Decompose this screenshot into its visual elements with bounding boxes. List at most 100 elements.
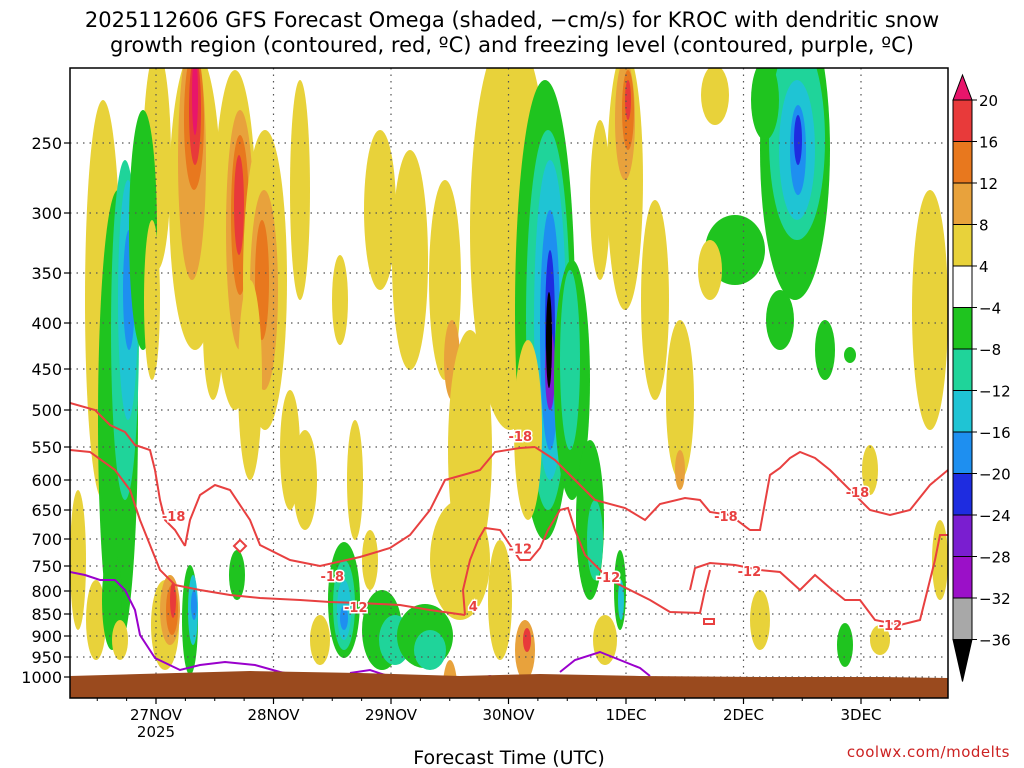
freezing-level-left [70, 571, 301, 677]
colorbar-label-2: 12 [979, 175, 998, 193]
omega-shade-29 [170, 582, 176, 618]
x-tick-label-3DEC: 3DEC [840, 706, 881, 724]
dgz-contour-small [703, 618, 715, 625]
dgz-contour-12-right [689, 534, 948, 627]
omega-shade-76 [590, 120, 610, 280]
omega-shade-5 [70, 490, 86, 630]
colorbar-label-3: 8 [979, 217, 989, 235]
omega-shade-19 [234, 155, 244, 255]
x-tick-label-1DEC: 1DEC [605, 706, 646, 724]
colorbar-top-arrow [952, 73, 973, 101]
y-tick-label-900: 900 [31, 627, 62, 646]
omega-shade-15 [192, 68, 198, 135]
omega-shade-49 [340, 606, 348, 630]
omega-shade-70 [523, 628, 531, 652]
omega-shade-6 [86, 580, 106, 660]
y-tick-label-550: 550 [31, 438, 62, 457]
omega-shade-93 [815, 320, 835, 380]
dgz-contour-loop [232, 538, 248, 554]
y-tick-label-850: 850 [31, 605, 62, 624]
source-credit: coolwx.com/modelts [846, 743, 1010, 761]
dgz-contour-18-mid [184, 446, 536, 568]
y-tick-label-750: 750 [31, 557, 62, 576]
y-axis: 250 300 350 400 450 500 550 600 650 700 750 800 850 9… [21, 134, 70, 687]
y-tick-label-650: 650 [31, 501, 62, 520]
contour-label-8: -12 [738, 565, 762, 580]
contour-label-5: 4 [469, 600, 478, 615]
contour-label-6: -12 [597, 571, 621, 586]
omega-shade-68 [514, 340, 542, 520]
colorbar-label-11: −28 [979, 549, 1011, 567]
y-tick-label-950: 950 [31, 648, 62, 667]
omega-shade-77 [641, 200, 669, 400]
omega-shade-53 [414, 630, 446, 670]
dgz-contour-18-left [70, 402, 186, 547]
y-tick-label-500: 500 [31, 401, 62, 420]
grid-lines [70, 68, 948, 698]
colorbar-bin-13 [952, 597, 973, 640]
omega-shade-81 [618, 580, 624, 620]
omega-shade-91 [751, 68, 779, 140]
y-tick-label-400: 400 [31, 314, 62, 333]
omega-shade-44 [430, 500, 490, 620]
omega-shade-96 [870, 625, 890, 655]
x-axis-year-label: 2025 [137, 723, 175, 741]
colorbar-label-5: −4 [979, 300, 1001, 318]
colorbar-bin-1 [952, 99, 973, 142]
dgz-contour-12-left [70, 449, 466, 616]
x-tick-label-28NOV: 28NOV [247, 706, 300, 724]
omega-shade-38 [347, 420, 363, 540]
omega-shade-23 [203, 260, 223, 400]
omega-shade-55 [362, 530, 378, 590]
contour-label-3: -18 [509, 430, 533, 445]
contour-lines [70, 402, 948, 681]
colorbar-label-6: −8 [979, 341, 1001, 359]
omega-shade-10 [144, 220, 160, 380]
contour-label-1: -18 [321, 570, 345, 585]
x-axis: 27NOV 28NOV 29NOV 30NOV 1DEC 2DEC 3DEC [96, 698, 921, 724]
colorbar-label-4: 4 [979, 258, 989, 276]
x-axis-title: Forecast Time (UTC) [413, 747, 604, 768]
omega-shade-39 [364, 130, 396, 290]
colorbar-bin-2 [952, 141, 973, 184]
omega-shade-100 [862, 445, 878, 495]
y-tick-label-350: 350 [31, 264, 62, 283]
dgz-contour-18-right [534, 446, 948, 531]
colorbar-label-1: 16 [979, 134, 998, 152]
x-tick-label-29NOV: 29NOV [365, 706, 418, 724]
omega-shade-54 [310, 615, 330, 665]
omega-shade-75 [625, 80, 631, 120]
chart-title-line1: 2025112606 GFS Forecast Omega (shaded, −… [84, 8, 940, 32]
contour-label-7: -18 [714, 510, 738, 525]
contour-label-10: -12 [879, 619, 903, 634]
omega-shade-94 [844, 347, 856, 363]
omega-shade-78 [666, 320, 694, 480]
colorbar-bin-6 [952, 307, 973, 350]
omega-shade-97 [837, 623, 853, 667]
colorbar-label-7: −12 [979, 383, 1011, 401]
contour-label-0: -18 [162, 510, 186, 525]
omega-shade-92 [766, 290, 794, 350]
colorbar-label-10: −24 [979, 507, 1011, 525]
colorbar-label-9: −20 [979, 466, 1011, 484]
x-tick-label-30NOV: 30NOV [482, 706, 535, 724]
dgz-contour-12-mid [461, 506, 711, 616]
omega-shade-95 [912, 190, 948, 430]
y-tick-label-300: 300 [31, 204, 62, 223]
colorbar-bin-9 [952, 431, 973, 474]
colorbar-bin-8 [952, 390, 973, 433]
y-tick-label-700: 700 [31, 530, 62, 549]
omega-shading [70, 68, 948, 698]
colorbar-bin-11 [952, 514, 973, 557]
omega-shade-79 [675, 450, 685, 490]
colorbar-bin-7 [952, 348, 973, 391]
y-tick-label-800: 800 [31, 582, 62, 601]
omega-shade-25 [238, 280, 262, 480]
colorbar-label-13: −36 [979, 632, 1011, 650]
contour-label-9: -18 [846, 486, 870, 501]
colorbar-bin-10 [952, 473, 973, 516]
chart-title-line2: growth region (contoured, red, ºC) and f… [110, 33, 914, 57]
omega-shade-99 [750, 590, 770, 650]
colorbar-bin-4 [952, 224, 973, 267]
omega-shade-85 [698, 240, 722, 300]
